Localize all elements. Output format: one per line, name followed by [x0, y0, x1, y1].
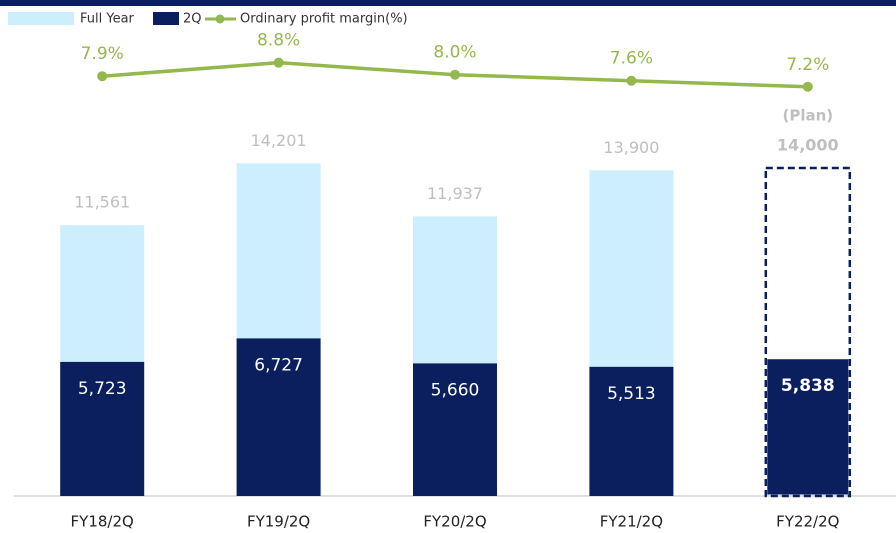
- data-label: 6,727: [254, 355, 303, 375]
- data-label: 7.2%: [786, 55, 829, 75]
- header-band: [0, 0, 896, 6]
- bar: [767, 359, 849, 495]
- data-label: 8.0%: [433, 43, 476, 63]
- bar: [60, 361, 145, 496]
- legend-swatch: [153, 12, 179, 25]
- legend-swatch: [8, 12, 74, 25]
- legend-label: 2Q: [183, 12, 202, 27]
- legend-swatch: [215, 14, 225, 24]
- bar: [589, 366, 674, 496]
- data-label: 8.8%: [257, 31, 300, 51]
- x-tick-label: FY21/2Q: [600, 513, 663, 531]
- data-label: 11,561: [74, 193, 130, 212]
- bar: [413, 363, 497, 496]
- x-tick-label: FY20/2Q: [423, 513, 486, 531]
- data-label: 5,723: [78, 379, 127, 399]
- data-label: 11,937: [427, 184, 483, 203]
- data-label: 14,000: [777, 136, 839, 155]
- data-label: 5,838: [781, 376, 835, 396]
- data-label: 5,660: [431, 380, 480, 400]
- line-point: [626, 75, 637, 86]
- line-point: [802, 81, 813, 92]
- x-tick-label: FY22/2Q: [776, 513, 839, 531]
- x-tick-label: FY19/2Q: [247, 513, 310, 531]
- data-label: 14,201: [251, 131, 307, 150]
- plan-bar: [764, 166, 852, 498]
- line-point: [450, 69, 460, 80]
- data-label: 5,513: [607, 384, 656, 404]
- x-tick-label: FY18/2Q: [71, 513, 134, 531]
- line-point: [273, 57, 284, 68]
- line-point: [97, 71, 108, 82]
- data-label: 7.6%: [610, 49, 653, 69]
- data-label: 13,900: [603, 138, 659, 157]
- legend-label: Ordinary profit margin(%): [240, 12, 408, 27]
- annotation: (Plan): [782, 107, 833, 125]
- legend-label: Full Year: [80, 12, 135, 27]
- data-label: 7.9%: [81, 44, 124, 64]
- bar: [236, 338, 321, 496]
